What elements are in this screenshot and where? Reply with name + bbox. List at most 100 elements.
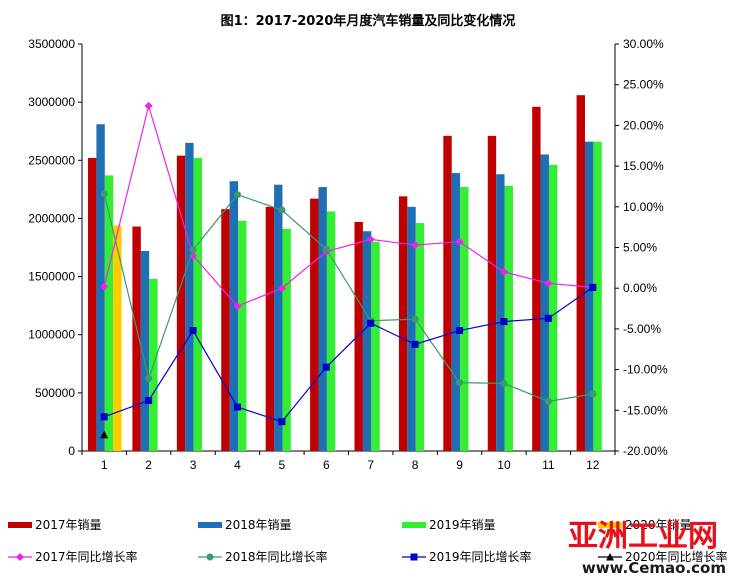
x-tick-label: 5 (279, 458, 286, 472)
x-tick-label: 10 (497, 458, 511, 472)
y-right-tick-label: 15.00% (623, 159, 664, 173)
line-point-diamond (411, 241, 420, 250)
line-point-triangle (606, 553, 614, 561)
y-left-tick-label: 1500000 (28, 270, 75, 284)
bar (176, 155, 186, 452)
line-point-diamond (16, 553, 24, 561)
bar (113, 225, 122, 451)
line-point-diamond (233, 302, 242, 311)
watermark: 亚洲工业网 www.Cemao.com (568, 519, 726, 577)
bar (496, 174, 505, 452)
bar (354, 221, 363, 451)
y-right-tick-label: 10.00% (623, 200, 664, 214)
x-tick-label: 3 (190, 458, 197, 472)
bar (88, 157, 97, 451)
bar (229, 181, 239, 451)
line-point-square (589, 283, 597, 291)
y-left-tick-label: 2500000 (28, 153, 75, 167)
line-point-square (410, 553, 418, 561)
x-tick-label: 8 (412, 458, 419, 472)
bar (504, 185, 513, 451)
x-tick-label: 7 (367, 458, 374, 472)
y-left-tick-label: 3500000 (28, 37, 75, 51)
line-point-circle (500, 379, 508, 387)
line-point-circle (145, 375, 153, 383)
legend-swatch (198, 522, 222, 528)
bar (265, 206, 275, 451)
line-point-diamond (189, 251, 198, 260)
legend-label: 2017年销量 (35, 518, 102, 532)
bar (193, 157, 203, 451)
line-point-diamond (366, 235, 375, 244)
bar (362, 231, 372, 451)
legend-label: 2018年销量 (225, 518, 292, 532)
y-right-tick-label: -15.00% (623, 403, 668, 417)
bar (326, 211, 336, 451)
line-point-diamond (277, 284, 286, 293)
legend-swatch (402, 522, 426, 528)
line-point-square (189, 327, 197, 335)
bar (104, 175, 114, 451)
bar (318, 187, 327, 451)
series-line (103, 193, 593, 402)
line-point-diamond (455, 237, 464, 246)
line-point-triangle (100, 430, 109, 439)
line-point-square (456, 327, 464, 335)
bar (398, 196, 408, 451)
y-right-tick-label: -20.00% (623, 444, 668, 458)
bar (593, 141, 602, 451)
bar (238, 220, 247, 451)
y-right-tick-label: 30.00% (623, 37, 664, 51)
line-point-square (411, 340, 419, 348)
line-point-diamond (144, 101, 153, 110)
x-tick-label: 9 (456, 458, 463, 472)
bar (487, 135, 497, 451)
bar (548, 164, 558, 452)
bar (282, 228, 291, 451)
bar (540, 154, 549, 451)
bar (460, 187, 469, 451)
line-point-diamond (499, 267, 508, 276)
line-point-square (145, 397, 153, 405)
line-point-circle (589, 390, 597, 398)
line-point-diamond (100, 282, 109, 291)
legend-label: 2020年销量 (625, 518, 692, 532)
y-right-tick-label: 20.00% (623, 118, 664, 132)
y-right-tick-label: -10.00% (623, 363, 668, 377)
legend-label: 2018年同比增长率 (225, 549, 328, 564)
x-tick-label: 6 (323, 458, 330, 472)
legend-label: 2019年同比增长率 (429, 549, 532, 564)
x-tick-label: 11 (542, 458, 555, 472)
bar (221, 209, 230, 451)
x-tick-label: 1 (101, 458, 108, 472)
line-point-square (278, 418, 286, 426)
line-point-square (100, 413, 108, 421)
line-point-square (233, 403, 241, 411)
bar (371, 241, 380, 451)
line-point-circle (278, 206, 286, 214)
legend-label: 2019年销量 (429, 518, 496, 532)
line-point-circle (322, 245, 330, 253)
line-point-circle (233, 191, 241, 199)
line-point-square (322, 363, 330, 371)
x-tick-label: 12 (586, 458, 600, 472)
bar (532, 106, 541, 452)
line-point-circle (100, 190, 108, 198)
bar (132, 226, 141, 451)
bar (584, 141, 594, 451)
bar (140, 250, 150, 451)
y-left-tick-label: 500000 (35, 386, 75, 400)
legend: 2017年销量 2018年销量 2019年销量 2020年销量 2017年同比增长率 20… (8, 518, 728, 564)
line-point-square (367, 319, 375, 327)
y-left-tick-label: 0 (68, 444, 75, 458)
line-point-diamond (544, 279, 553, 288)
legend-swatch (598, 522, 622, 528)
watermark-url: www.Cemao.com (582, 559, 726, 577)
y-right-tick-label: 0.00% (623, 281, 657, 295)
bar (407, 206, 416, 451)
y-left-tick-label: 2000000 (28, 211, 75, 225)
x-tick-label: 2 (145, 458, 152, 472)
bar (443, 135, 452, 451)
legend-swatch (8, 522, 32, 528)
